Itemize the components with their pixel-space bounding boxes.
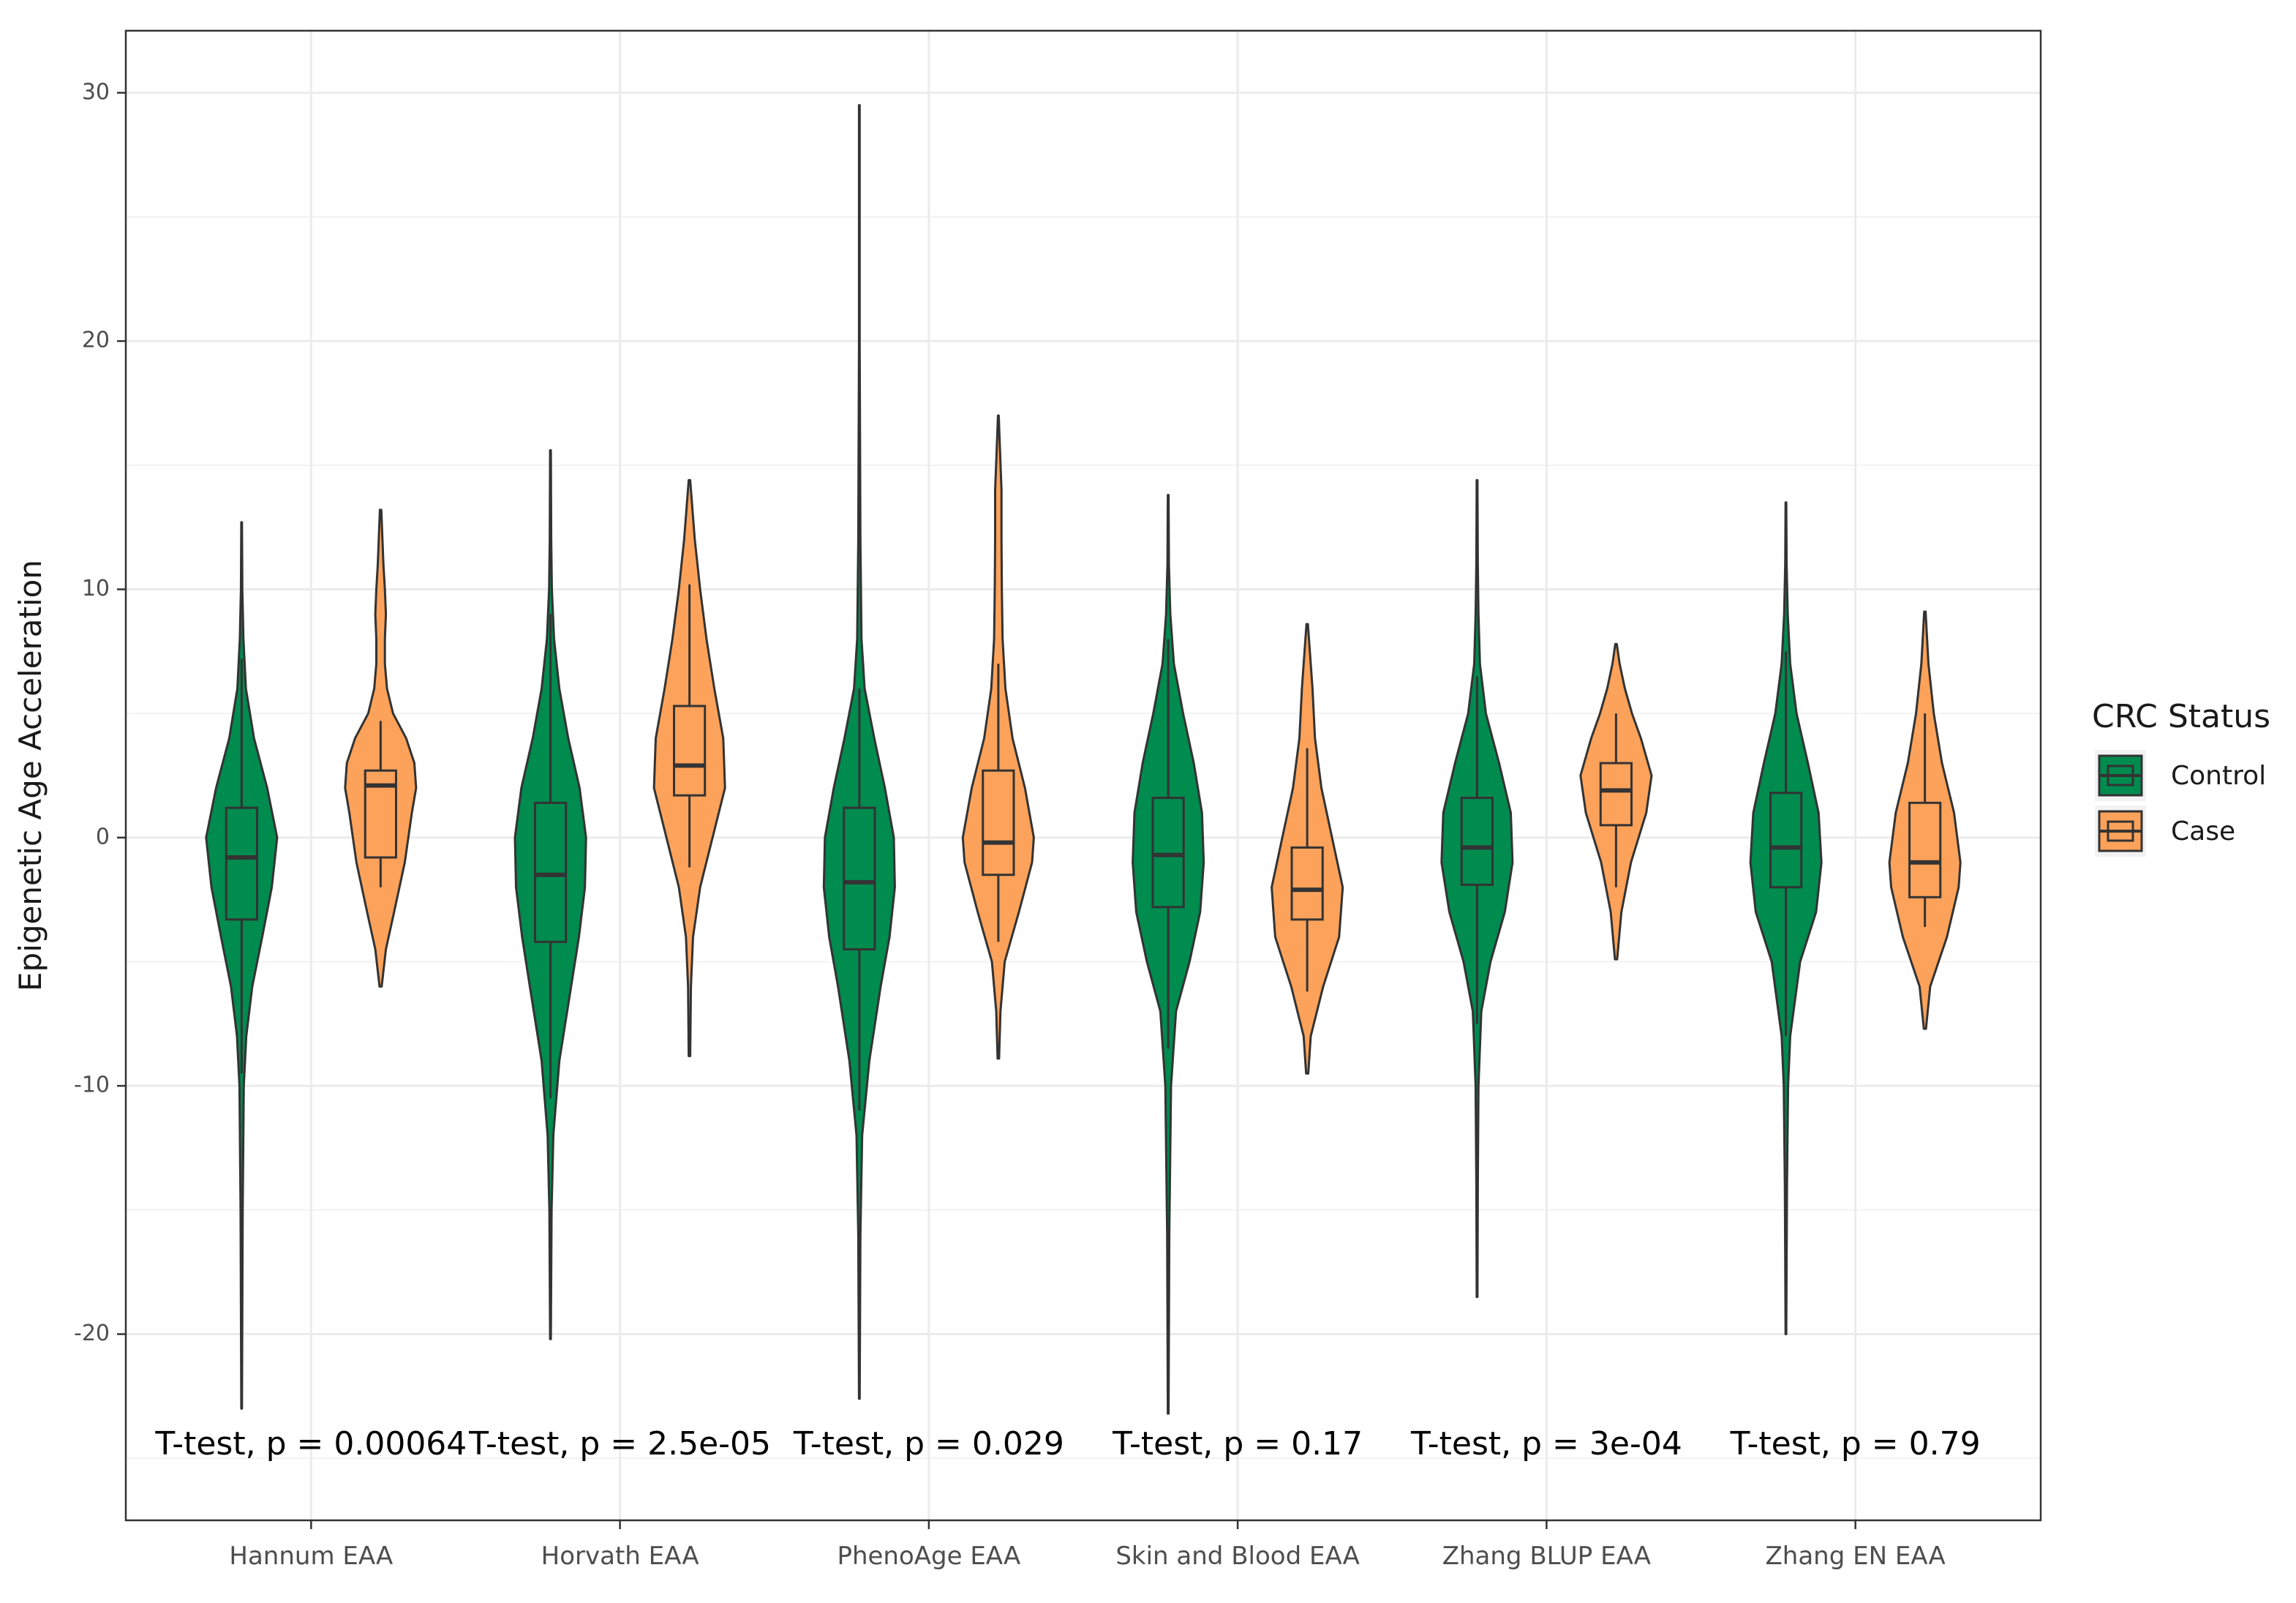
x-tick-label: Horvath EAA [541,1542,699,1571]
legend-title: CRC Status [2092,698,2270,735]
x-tick-label: Zhang BLUP EAA [1442,1542,1651,1571]
panel-border [124,29,2042,1522]
box-case [982,769,1015,876]
box-control [1769,792,1803,889]
violins [205,104,1962,1415]
p-value-label: T-test, p = 3e-04 [1410,1425,1682,1463]
box-control [1151,797,1185,909]
box-case [1290,846,1324,921]
y-axis: -20 -10 0 10 20 30 [74,79,126,1346]
legend-key-box [2107,765,2134,787]
box-control [1460,797,1494,886]
p-value-annotations: T-test, p = 0.00064 T-test, p = 2.5e-05 T-… [154,1425,1980,1463]
legend-key-box [2107,820,2134,842]
major-gridlines [126,31,2041,1520]
legend-label-control: Control [2171,761,2266,791]
legend-items: Control Case [2095,750,2266,857]
y-tick-label: 30 [82,79,110,105]
box-control [533,801,568,943]
p-value-label: T-test, p = 0.79 [1730,1425,1981,1463]
p-value-label: T-test, p = 0.17 [1112,1425,1363,1463]
p-value-label: T-test, p = 0.00064 [154,1425,467,1463]
legend: CRC Status Control Case [2092,698,2270,857]
x-axis: Hannum EAA Horvath EAA PhenoAge EAA Skin an… [229,1520,1946,1571]
box-case [673,705,707,797]
p-value-label: T-test, p = 2.5e-05 [468,1425,771,1463]
y-tick-label: 10 [82,576,110,601]
x-tick-label: Skin and Blood EAA [1115,1542,1360,1571]
x-tick-label: Hannum EAA [229,1542,393,1571]
x-tick-label: PhenoAge EAA [837,1542,1020,1571]
y-tick-label: 0 [96,824,110,849]
y-tick-label: -20 [74,1321,110,1346]
y-tick-label: -10 [74,1073,110,1098]
y-axis-label: Epigenetic Age Acceleration [12,560,48,991]
y-tick-label: 20 [82,328,110,353]
box-case [1599,762,1633,827]
box-case [1908,801,1942,898]
x-tick-label: Zhang EN EAA [1765,1542,1945,1571]
box-control [843,806,876,951]
legend-label-case: Case [2171,816,2235,846]
minor-gridlines [126,216,2041,1460]
box-control [225,806,258,921]
p-value-label: T-test, p = 0.029 [793,1425,1064,1463]
